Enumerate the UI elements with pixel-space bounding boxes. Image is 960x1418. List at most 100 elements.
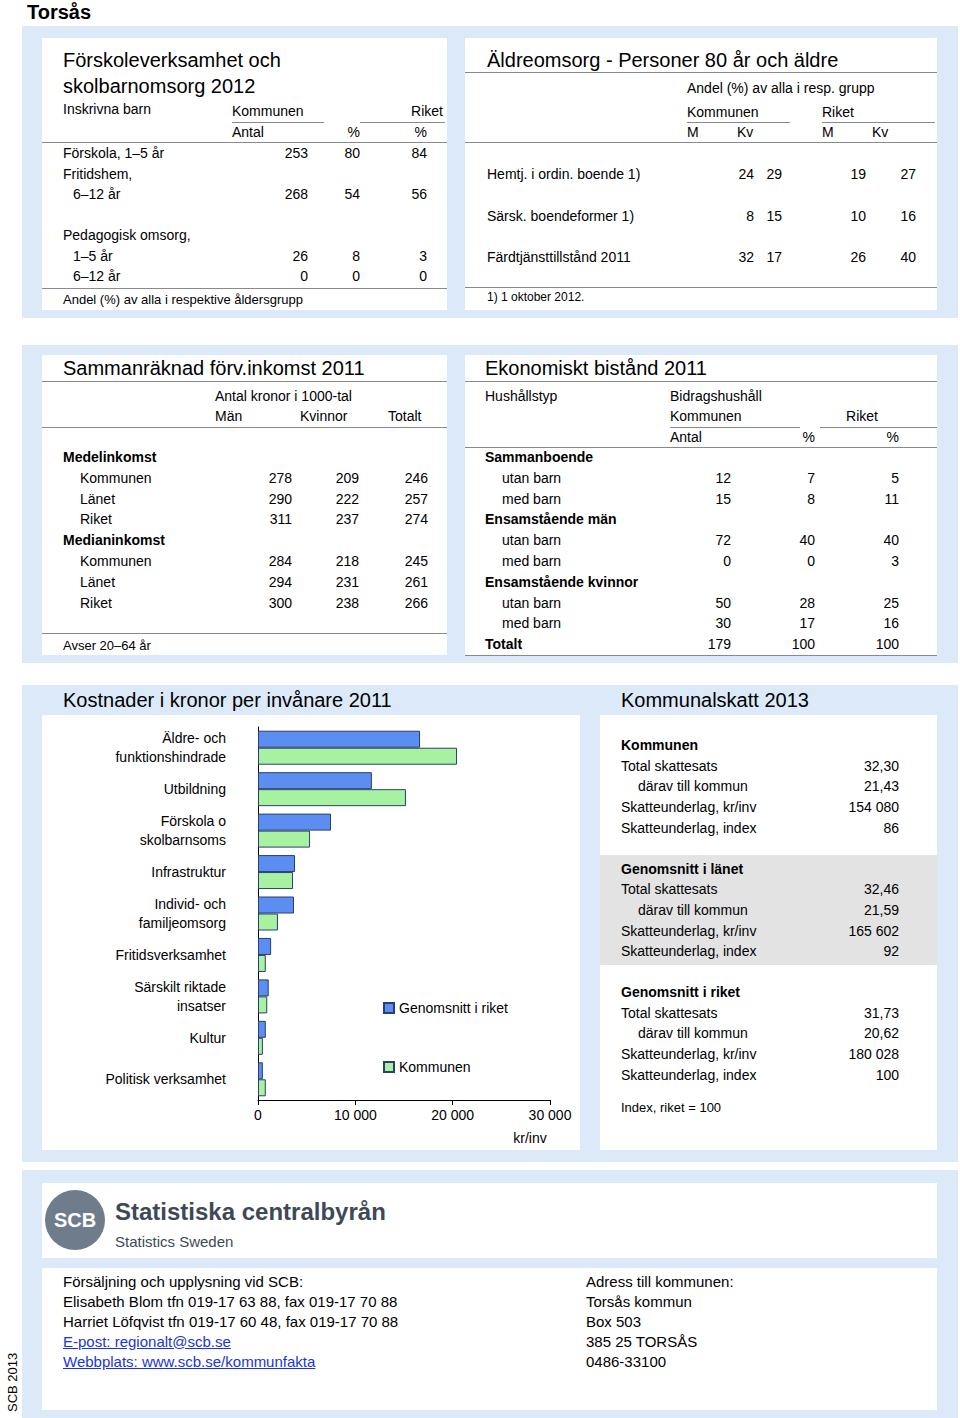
html-text:Särsk. boendeformer 1): Särsk. boendeformer 1): [487, 207, 635, 224]
svg-text:Äldre- och: Äldre- och: [162, 730, 226, 746]
html-text:Statistiska centralbyrån: Statistiska centralbyrån: [115, 1198, 386, 1225]
html-text:266: 266: [404, 594, 428, 611]
html-text:Kommunen: Kommunen: [232, 103, 304, 119]
html-text:E-post: regionalt@scb.se: E-post: regionalt@scb.se: [63, 1332, 231, 1350]
html-text:Box 503: Box 503: [586, 1312, 641, 1330]
svg-text:Genomsnitt i riket: Genomsnitt i riket: [399, 1000, 508, 1016]
html-text:därav till kommun: därav till kommun: [638, 901, 748, 918]
html-text:med barn: med barn: [502, 615, 562, 632]
svg-text:funktionshindrade: funktionshindrade: [115, 749, 226, 765]
html-text:utan barn: utan barn: [502, 532, 562, 549]
html-text:Kostnader i kronor per invånar: Kostnader i kronor per invånare 2011: [63, 689, 392, 711]
html-text:Skatteunderlag, kr/inv: Skatteunderlag, kr/inv: [621, 1046, 757, 1063]
html-text:237: 237: [335, 511, 359, 528]
html-text:Äldreomsorg - Personer 80 år o: Äldreomsorg - Personer 80 år och äldre: [487, 49, 839, 71]
html-text:Fritidshem,: Fritidshem,: [63, 165, 133, 182]
html-text:Medianinkomst: Medianinkomst: [63, 532, 165, 549]
html-text:Kommunalskatt 2013: Kommunalskatt 2013: [621, 689, 809, 711]
html-text:32,46: 32,46: [864, 881, 899, 898]
html-text:246: 246: [404, 469, 428, 486]
html-text:Total skattesats: Total skattesats: [621, 1004, 718, 1021]
svg-text:Individ- och: Individ- och: [154, 896, 226, 912]
html-text:Förskoleverksamhet och: Förskoleverksamhet och: [63, 49, 281, 71]
html-text:222: 222: [335, 490, 359, 507]
html-text:SCB: SCB: [53, 1209, 97, 1231]
html-text:179: 179: [707, 636, 731, 653]
html-text:Inskrivna barn: Inskrivna barn: [63, 101, 151, 117]
html-text:Länet: Länet: [80, 490, 115, 507]
html-text:Elisabeth Blom tfn 019-17 63 8: Elisabeth Blom tfn 019-17 63 88, fax 019…: [63, 1292, 398, 1310]
html-text:274: 274: [404, 511, 428, 528]
svg-text:0: 0: [254, 1107, 262, 1123]
html-text:Skatteunderlag, kr/inv: Skatteunderlag, kr/inv: [621, 922, 757, 939]
html-text:utan barn: utan barn: [502, 469, 562, 486]
html-text:32,30: 32,30: [864, 757, 899, 774]
html-text:Riket: Riket: [80, 511, 112, 528]
svg-text:30 000: 30 000: [529, 1107, 572, 1123]
html-text:165 602: 165 602: [848, 922, 899, 939]
html-text:0486-33100: 0486-33100: [586, 1352, 667, 1370]
svg-text:Särskilt riktade: Särskilt riktade: [134, 979, 226, 995]
html-text:Länet: Länet: [80, 573, 115, 590]
html-text:Ensamstående kvinnor: Ensamstående kvinnor: [485, 573, 639, 590]
svg-text:Politisk verksamhet: Politisk verksamhet: [105, 1071, 226, 1087]
svg-text:insatser: insatser: [177, 998, 226, 1014]
html-text:Skatteunderlag, index: Skatteunderlag, index: [621, 943, 757, 960]
html-text:Kommunen: Kommunen: [80, 469, 152, 486]
html-text:med barn: med barn: [502, 490, 562, 507]
html-text:Totalt: Totalt: [485, 636, 523, 653]
html-text:209: 209: [335, 469, 359, 486]
html-text:Torsås: Torsås: [27, 1, 92, 23]
html-text:Genomsnitt i länet: Genomsnitt i länet: [621, 860, 744, 877]
html-text:257: 257: [404, 490, 428, 507]
html-text:278: 278: [268, 469, 292, 486]
html-text:231: 231: [335, 573, 359, 590]
html-text:385 25 TORSÅS: 385 25 TORSÅS: [586, 1332, 698, 1350]
html-text:Harriet Löfqvist tfn 019-17 60: Harriet Löfqvist tfn 019-17 60 48, fax 0…: [63, 1312, 399, 1330]
svg-text:Kommunen: Kommunen: [399, 1059, 471, 1075]
html-text:100: 100: [875, 1066, 899, 1083]
html-text:31,73: 31,73: [864, 1004, 899, 1021]
html-text:Total skattesats: Total skattesats: [621, 881, 718, 898]
svg-text:Infrastruktur: Infrastruktur: [151, 864, 226, 880]
svg-text:10 000: 10 000: [334, 1107, 377, 1123]
html-text:därav till kommun: därav till kommun: [638, 1025, 748, 1042]
svg-text:skolbarnsoms: skolbarnsoms: [140, 832, 226, 848]
html-text:därav till kommun: därav till kommun: [638, 778, 748, 795]
html-text:Webbplats: www.scb.se/kommunfa: Webbplats: www.scb.se/kommunfakta: [63, 1352, 316, 1370]
html-text:Total skattesats: Total skattesats: [621, 757, 718, 774]
html-text:Statistics Sweden: Statistics Sweden: [115, 1232, 234, 1250]
svg-text:Förskola o: Förskola o: [161, 813, 227, 829]
html-text:Skatteunderlag, index: Skatteunderlag, index: [621, 819, 757, 836]
html-text:Torsås kommun: Torsås kommun: [586, 1292, 692, 1310]
html-text:21,43: 21,43: [864, 778, 899, 795]
html-text:261: 261: [404, 573, 428, 590]
html-text:311: 311: [269, 511, 292, 528]
svg-text:Fritidsverksamhet: Fritidsverksamhet: [116, 947, 227, 963]
html-text:180 028: 180 028: [848, 1046, 899, 1063]
html-text:Ekonomiskt bistånd 2011: Ekonomiskt bistånd 2011: [485, 357, 707, 379]
html-text:Adress till kommunen:: Adress till kommunen:: [586, 1272, 734, 1290]
html-text:Riket: Riket: [80, 594, 112, 611]
html-text:100: 100: [791, 636, 815, 653]
html-text:300: 300: [268, 594, 292, 611]
svg-text:Utbildning: Utbildning: [164, 781, 226, 797]
html-text:100: 100: [875, 636, 899, 653]
html-text:238: 238: [335, 594, 359, 611]
html-text:Skatteunderlag, index: Skatteunderlag, index: [621, 1066, 757, 1083]
html-text:21,59: 21,59: [864, 901, 899, 918]
html-text:Försäljning och upplysning vid: Försäljning och upplysning vid SCB:: [63, 1272, 304, 1290]
html-text:Skatteunderlag, kr/inv: Skatteunderlag, kr/inv: [621, 799, 757, 816]
svg-text:20 000: 20 000: [431, 1107, 474, 1123]
html-text:154 080: 154 080: [848, 799, 899, 816]
svg-text:familjeomsorg: familjeomsorg: [139, 915, 226, 931]
html-text:20,62: 20,62: [864, 1025, 899, 1042]
html-text:Sammanräknad förv.inkomst 2011: Sammanräknad förv.inkomst 2011: [63, 357, 365, 379]
html-text:294: 294: [268, 573, 292, 590]
html-text:1–5 år: 1–5 år: [73, 247, 113, 264]
html-text:290: 290: [268, 490, 292, 507]
html-text:utan barn: utan barn: [502, 594, 562, 611]
html-text:skolbarnomsorg 2012: skolbarnomsorg 2012: [63, 75, 256, 97]
html-text:Ensamstående män: Ensamstående män: [485, 511, 617, 528]
svg-text:Kultur: Kultur: [189, 1030, 226, 1046]
